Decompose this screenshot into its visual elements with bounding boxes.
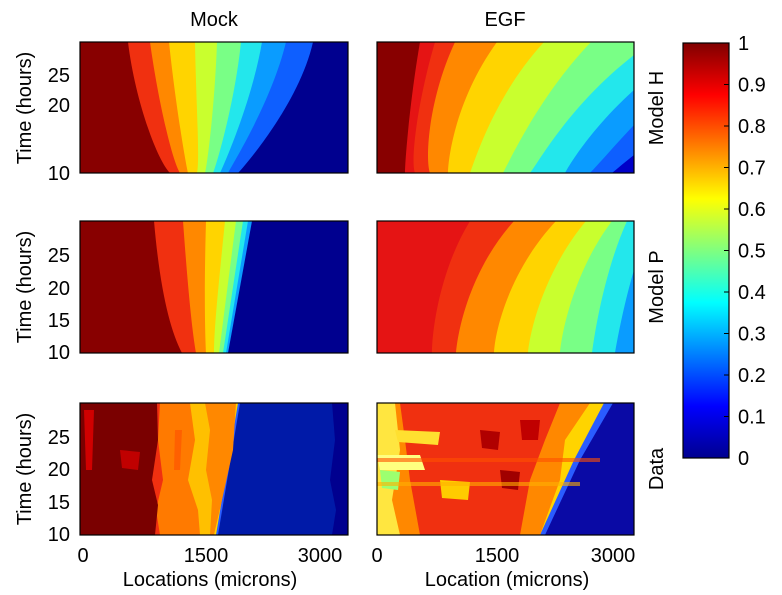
colorbar-tick-label: 0.3 bbox=[738, 324, 766, 346]
colorbar-ticks: 0 0.1 0.2 0.3 0.4 0.5 0.6 0.7 0.8 0.9 1 bbox=[724, 33, 766, 470]
y-axis-label-row3: Time (hours) bbox=[14, 413, 36, 526]
panel-model-h-egf bbox=[377, 42, 634, 173]
colorbar-tick-label: 0.1 bbox=[738, 407, 766, 429]
x-tick-egf-0: 0 bbox=[371, 545, 382, 567]
panel-frame-model-p-egf bbox=[376, 220, 635, 354]
panel-frame-model-h-egf bbox=[376, 41, 635, 174]
colorbar-tick-label: 0.7 bbox=[738, 158, 766, 180]
x-tick-egf-3000: 3000 bbox=[591, 545, 636, 567]
y-tick-row2-15: 15 bbox=[48, 310, 70, 332]
panel-data-mock bbox=[80, 403, 348, 535]
colorbar-tick-label: 0.2 bbox=[738, 365, 766, 387]
column-title-mock: Mock bbox=[190, 9, 239, 31]
y-tick-row2-20: 20 bbox=[48, 278, 70, 300]
panel-data-egf bbox=[377, 403, 634, 535]
colorbar-tick-label: 0 bbox=[738, 448, 749, 470]
colorbar-tick-label: 0.8 bbox=[738, 116, 766, 138]
column-title-egf: EGF bbox=[484, 9, 525, 31]
y-tick-row3-20: 20 bbox=[48, 459, 70, 481]
colorbar-tick-label: 1 bbox=[738, 33, 749, 55]
y-axis-label-row1: Time (hours) bbox=[14, 52, 36, 165]
colorbar-tick-label: 0.6 bbox=[738, 199, 766, 221]
panel-frame-model-p-mock bbox=[79, 220, 349, 354]
x-axis-label-egf: Location (microns) bbox=[425, 569, 590, 591]
y-tick-row1-20: 20 bbox=[48, 95, 70, 117]
row-label-model-p: Model P bbox=[646, 250, 668, 323]
panel-frame-model-h-mock bbox=[79, 41, 349, 174]
x-tick-mock-3000: 3000 bbox=[298, 545, 343, 567]
panel-frame-data-mock bbox=[79, 402, 349, 536]
x-tick-mock-1500: 1500 bbox=[184, 545, 229, 567]
y-tick-row3-25: 25 bbox=[48, 427, 70, 449]
y-tick-row3-15: 15 bbox=[48, 492, 70, 514]
y-tick-row2-10: 10 bbox=[48, 342, 70, 364]
y-tick-row2-25: 25 bbox=[48, 245, 70, 267]
y-tick-row3-10: 10 bbox=[48, 524, 70, 546]
panel-frame-data-egf bbox=[376, 402, 635, 536]
row-label-data: Data bbox=[646, 447, 668, 490]
panel-model-p-mock bbox=[80, 221, 348, 353]
y-tick-row1-10: 10 bbox=[48, 163, 70, 185]
x-axis-label-mock: Locations (microns) bbox=[123, 569, 298, 591]
colorbar-tick-label: 0.9 bbox=[738, 75, 766, 97]
x-tick-egf-1500: 1500 bbox=[475, 545, 520, 567]
row-label-model-h: Model H bbox=[646, 71, 668, 145]
y-axis-label-row2: Time (hours) bbox=[14, 231, 36, 344]
colorbar bbox=[682, 42, 730, 459]
panel-model-p-egf bbox=[377, 221, 634, 353]
panel-model-h-mock bbox=[80, 42, 348, 173]
colorbar-tick-label: 0.4 bbox=[738, 282, 766, 304]
y-tick-row1-25: 25 bbox=[48, 65, 70, 87]
colorbar-tick-label: 0.5 bbox=[738, 241, 766, 263]
x-tick-mock-0: 0 bbox=[77, 545, 88, 567]
